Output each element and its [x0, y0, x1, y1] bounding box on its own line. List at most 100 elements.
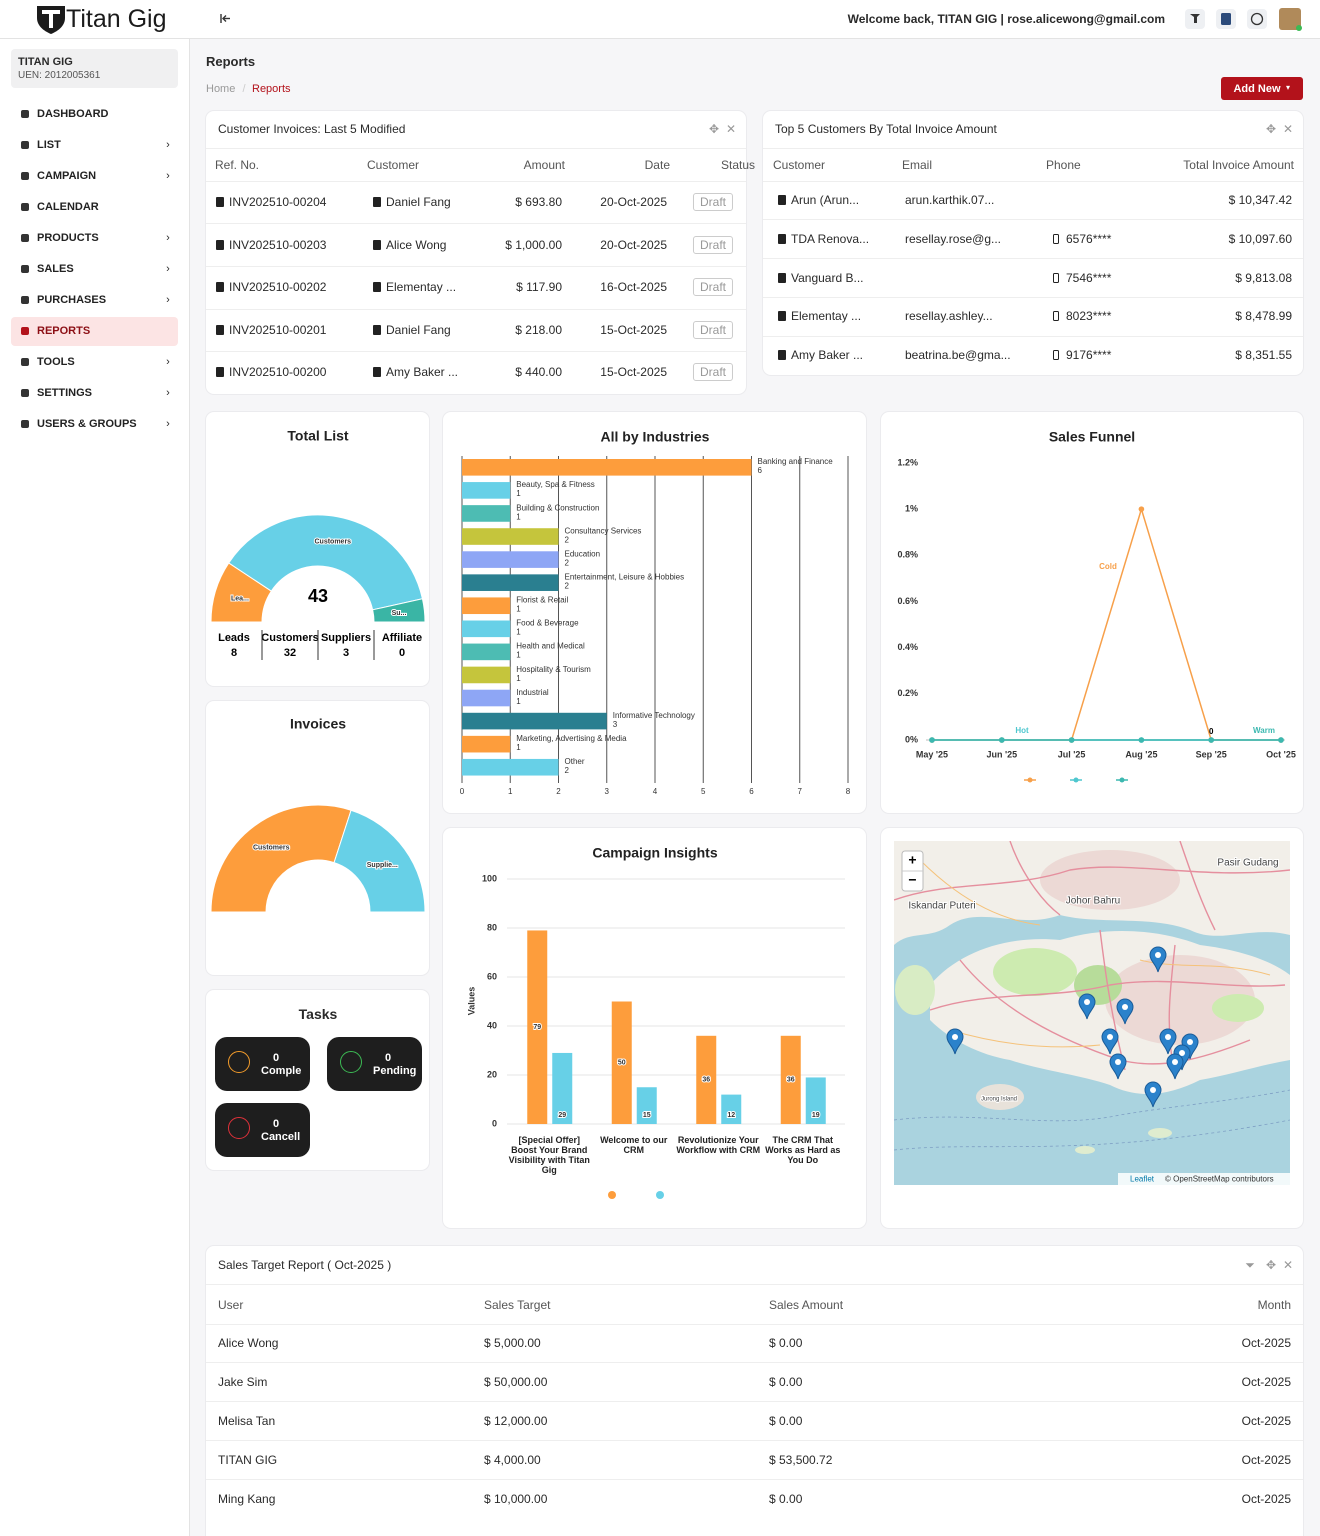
card-control[interactable]: ✕ — [1282, 1258, 1294, 1272]
menu-icon — [21, 141, 29, 149]
x-tick-label: 0 — [460, 787, 465, 796]
row-divider — [206, 1323, 1303, 1325]
card-title: Sales Target Report ( Oct-2025 ) — [218, 1258, 392, 1272]
card-title: Tasks — [298, 1006, 338, 1022]
table-cell: 6576**** — [1066, 231, 1112, 246]
sales-target-card — [206, 1246, 1303, 1536]
map-sea-lanes — [894, 1089, 1290, 1151]
card-control[interactable]: ✕ — [1282, 122, 1294, 136]
map-attribution-link[interactable]: Leaflet — [1130, 1175, 1155, 1184]
menu-item[interactable]: PURCHASES — [37, 294, 107, 306]
bar-category: Entertainment, Leisure & Hobbies — [565, 572, 685, 581]
table-cell: $ 8,351.55 — [1235, 348, 1292, 363]
map-pin-dot — [1115, 1059, 1121, 1065]
menu-icon — [21, 203, 29, 211]
table-cell: beatrina.be@gma... — [905, 348, 1011, 363]
table-cell: Daniel Fang — [386, 322, 451, 337]
table-cell: 20-Oct-2025 — [600, 237, 667, 252]
bar-category: Consultancy Services — [565, 526, 642, 535]
bar-category: Health and Medical — [516, 642, 585, 651]
table-cell: Arun (Arun... — [791, 193, 860, 207]
header-bar — [0, 0, 1320, 39]
card-control[interactable]: ✥ — [1265, 1258, 1277, 1272]
menu-chevron[interactable]: › — [166, 263, 170, 275]
menu-item[interactable]: TOOLS — [37, 356, 75, 368]
task-label: Cancell — [261, 1131, 301, 1143]
menu-item[interactable]: SETTINGS — [37, 387, 93, 399]
menu-item[interactable]: CALENDAR — [37, 201, 99, 213]
map-pin — [1109, 1053, 1127, 1080]
x-tick-label: May '25 — [916, 749, 948, 759]
zoom-in[interactable]: + — [908, 852, 916, 868]
data-label: 1 — [516, 674, 521, 683]
bar — [780, 1035, 801, 1124]
menu-item[interactable]: LIST — [37, 139, 61, 151]
cell-icon — [778, 350, 786, 361]
logo-t — [42, 10, 60, 28]
menu-item[interactable]: SALES — [37, 263, 74, 275]
card-control[interactable]: ✕ — [725, 122, 737, 136]
bar — [462, 689, 511, 707]
table-cell: INV202510-00203 — [229, 237, 327, 252]
add-button[interactable] — [1221, 77, 1303, 100]
data-label: 1 — [516, 651, 521, 660]
card-divider — [206, 148, 746, 149]
menu-chevron[interactable]: › — [166, 387, 170, 399]
menu-item[interactable]: CAMPAIGN — [37, 170, 97, 182]
cell-icon — [1053, 233, 1059, 244]
menu-icon — [21, 389, 29, 397]
menu-icon — [21, 296, 29, 304]
menu-chevron[interactable]: › — [166, 418, 170, 430]
y-tick-label: 0.4% — [897, 642, 918, 652]
x-tick-label: 6 — [749, 787, 754, 796]
avatar[interactable] — [1279, 8, 1301, 30]
donut-segment — [333, 809, 426, 913]
legend-marker — [608, 1191, 616, 1199]
menu-chevron[interactable]: › — [166, 356, 170, 368]
data-label: 1 — [516, 697, 521, 706]
data-label: 15 — [643, 1112, 651, 1119]
point — [1068, 737, 1075, 743]
menu-chevron[interactable]: › — [166, 232, 170, 244]
cell-icon — [373, 197, 381, 207]
table-cell: $ 10,000.00 — [484, 1491, 548, 1506]
menu-item[interactable]: USERS & GROUPS — [37, 418, 137, 430]
card-control[interactable]: ✥ — [708, 122, 720, 136]
bar — [462, 712, 607, 730]
menu-item[interactable]: REPORTS — [37, 325, 91, 337]
chart-title: Invoices — [290, 716, 346, 732]
breadcrumb[interactable]: Home — [206, 83, 236, 95]
y-tick-label: 0.2% — [897, 688, 918, 698]
collapse-icon — [220, 14, 230, 23]
header-icon[interactable] — [1247, 9, 1267, 29]
map-attribution-bg — [1118, 1173, 1290, 1185]
cell-icon — [1053, 311, 1059, 322]
data-label: 1 — [516, 605, 521, 614]
y-tick-label: 1% — [905, 504, 918, 514]
bar — [462, 620, 511, 638]
add-button-label[interactable]: Add New — [1233, 83, 1281, 95]
menu-chevron[interactable]: › — [166, 170, 170, 182]
card-control[interactable]: ✥ — [1265, 122, 1277, 136]
table-cell: 8023**** — [1066, 309, 1112, 324]
menu-chevron[interactable]: › — [166, 139, 170, 151]
map-pin — [1144, 1081, 1162, 1108]
menu-item[interactable]: PRODUCTS — [37, 232, 99, 244]
map-label: Pasir Gudang — [1217, 858, 1278, 869]
y-tick-label: 0.8% — [897, 550, 918, 560]
map-park — [993, 948, 1077, 996]
card-control[interactable]: ⏷ — [1245, 1258, 1255, 1272]
task-label: Comple — [261, 1065, 302, 1077]
data-label: 1 — [516, 628, 521, 637]
menu-chevron[interactable]: › — [166, 294, 170, 306]
zoom-out[interactable]: − — [908, 872, 916, 888]
table-cell: Amy Baker ... — [386, 365, 459, 380]
x-tick-label: 7 — [798, 787, 803, 796]
bar-category: Food & Beverage — [516, 619, 579, 628]
menu-item[interactable]: DASHBOARD — [37, 108, 109, 120]
company-box — [11, 49, 178, 88]
bar-category: Informative Technology — [613, 711, 695, 720]
y-tick-label: 0.6% — [897, 596, 918, 606]
bar — [552, 1052, 573, 1124]
map-pin — [946, 1028, 964, 1055]
